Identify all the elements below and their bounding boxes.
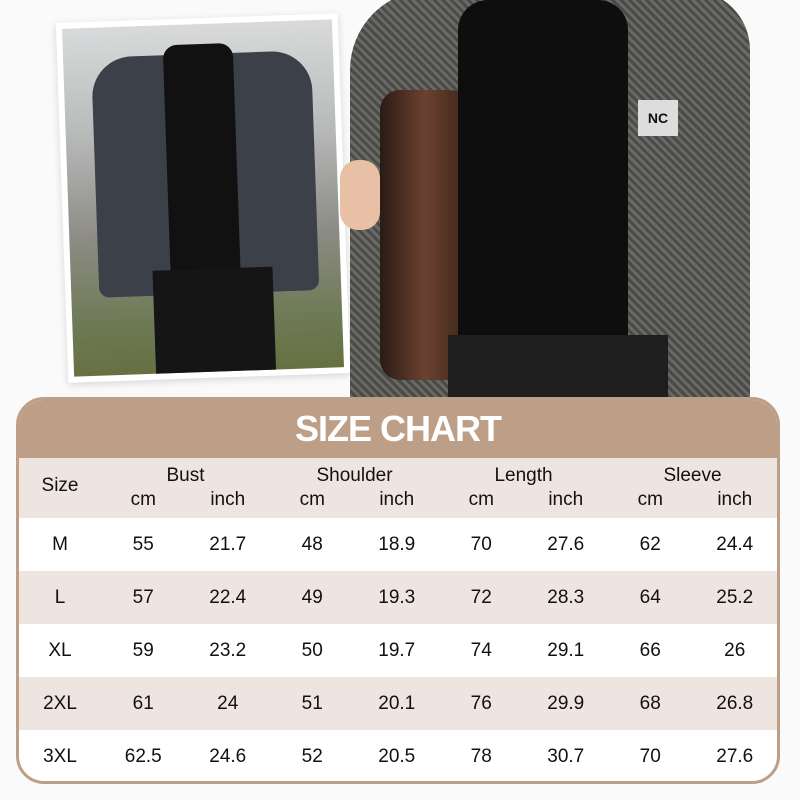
size-chart: SIZE CHART Size Bust Shoulder Length Sleeve c… (16, 397, 780, 784)
header-group: Bust (101, 458, 270, 488)
table-cell: 76 (439, 677, 524, 730)
table-cell: 22.4 (185, 571, 270, 624)
table-cell: 20.1 (354, 677, 439, 730)
table-cell: 61 (101, 677, 186, 730)
table-row: M 55 21.7 48 18.9 70 27.6 62 24.4 (19, 518, 777, 571)
table-cell: 21.7 (209, 533, 247, 555)
table-cell: 19.3 (354, 571, 439, 624)
header-unit: cm (270, 488, 355, 518)
header-group: Length (439, 458, 608, 488)
hand-shape (340, 160, 380, 230)
header-unit: cm (608, 488, 693, 518)
table-cell: 24.6 (209, 745, 247, 767)
table-cell: 78 (470, 745, 492, 767)
table-cell: 51 (270, 677, 355, 730)
table-cell: 28.3 (523, 571, 608, 624)
jacket-closeup-photo: NC (340, 0, 750, 398)
brand-logo-patch: NC (638, 100, 678, 136)
table-cell: 27.6 (716, 745, 754, 767)
table-cell: M (52, 533, 68, 555)
header-group: Sleeve (608, 458, 777, 488)
table-cell: 26.8 (692, 677, 777, 730)
table-cell: 23.2 (209, 639, 247, 661)
table-cell: 25.2 (692, 571, 777, 624)
table-cell: 27.6 (547, 533, 585, 555)
table-cell: 18.9 (378, 533, 416, 555)
table-cell: 52 (301, 745, 323, 767)
pants-shape (152, 266, 277, 377)
table-cell: 50 (301, 639, 323, 661)
table-cell: 19.7 (378, 639, 416, 661)
table-cell: 26 (724, 639, 746, 661)
model-photo (62, 19, 344, 377)
table-cell: 57 (101, 571, 186, 624)
table-cell: 68 (608, 677, 693, 730)
table-cell: 55 (132, 533, 154, 555)
table-row: 3XL 62.5 24.6 52 20.5 78 30.7 70 27.6 (19, 730, 777, 781)
table-cell: 66 (639, 639, 661, 661)
model-photo-polaroid (55, 13, 351, 383)
table-cell: 70 (639, 745, 661, 767)
table-cell: 72 (439, 571, 524, 624)
header-unit: inch (354, 488, 439, 518)
table-row: XL 59 23.2 50 19.7 74 29.1 66 26 (19, 624, 777, 677)
table-cell: 2XL (19, 677, 101, 730)
sweater-shape (162, 42, 241, 276)
table-cell: 24.4 (716, 533, 754, 555)
table-cell: 62.5 (124, 745, 162, 767)
table-cell: XL (48, 639, 72, 661)
fur-lining (380, 90, 470, 380)
table-cell: 59 (132, 639, 154, 661)
size-table: Size Bust Shoulder Length Sleeve cm inch cm inch… (19, 458, 777, 781)
header-group: Shoulder (270, 458, 439, 488)
size-chart-title: SIZE CHART (19, 400, 777, 458)
table-cell: 24 (185, 677, 270, 730)
table-cell: L (19, 571, 101, 624)
header-unit: inch (185, 488, 270, 518)
header-unit: inch (523, 488, 608, 518)
table-cell: 62 (639, 533, 661, 555)
table-cell: 20.5 (378, 745, 416, 767)
header-unit: cm (439, 488, 524, 518)
table-cell: 29.9 (523, 677, 608, 730)
table-row: L 57 22.4 49 19.3 72 28.3 64 25.2 (19, 571, 777, 624)
header-unit: cm (101, 488, 186, 518)
header-unit: inch (692, 488, 777, 518)
pants-shape (448, 335, 668, 398)
sweater-shape (458, 0, 628, 350)
table-cell: 48 (301, 533, 323, 555)
table-cell: 70 (470, 533, 492, 555)
table-row: 2XL 61 24 51 20.1 76 29.9 68 26.8 (19, 677, 777, 730)
table-cell: 3XL (43, 745, 77, 767)
header-size: Size (19, 458, 101, 518)
table-cell: 30.7 (547, 745, 585, 767)
table-cell: 49 (270, 571, 355, 624)
table-cell: 74 (470, 639, 492, 661)
table-cell: 29.1 (547, 639, 585, 661)
table-cell: 64 (608, 571, 693, 624)
